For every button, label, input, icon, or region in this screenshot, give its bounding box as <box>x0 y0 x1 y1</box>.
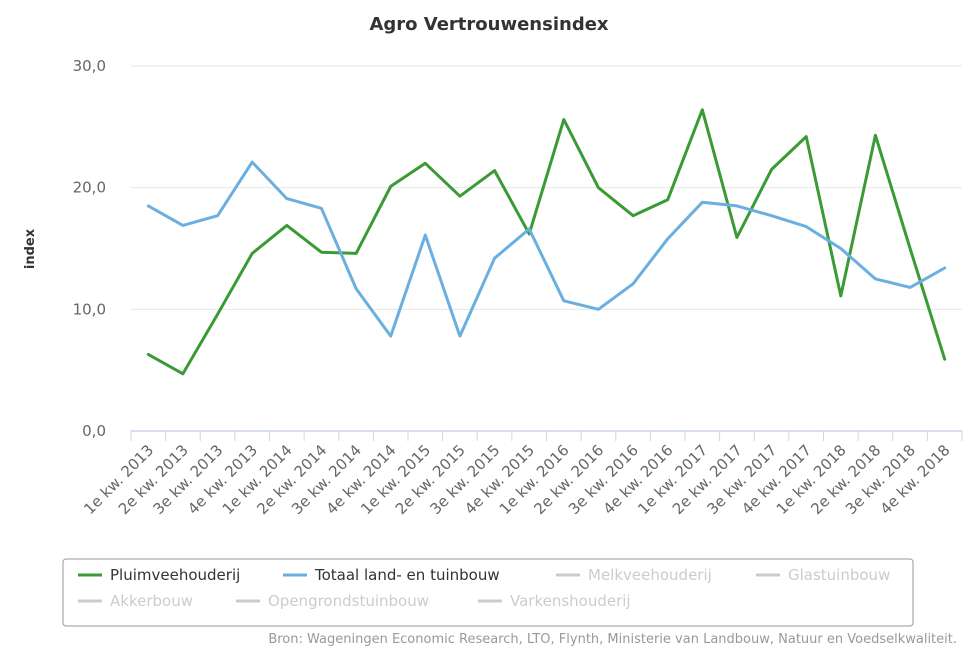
legend-label: Akkerbouw <box>110 592 193 610</box>
chart-title: Agro Vertrouwensindex <box>369 14 608 35</box>
legend-label: Glastuinbouw <box>788 566 890 584</box>
legend-box <box>62 558 914 627</box>
legend-item[interactable]: Melkveehouderij <box>556 566 712 584</box>
y-tick-label: 20,0 <box>73 179 106 197</box>
legend-item[interactable]: Glastuinbouw <box>756 566 890 584</box>
legend-label: Varkenshouderij <box>510 592 631 610</box>
y-tick-label: 0,0 <box>82 422 106 440</box>
y-tick-label: 10,0 <box>73 300 106 318</box>
series-line-pluimveehouderij[interactable] <box>146 108 947 376</box>
source-credit: Bron: Wageningen Economic Research, LTO,… <box>268 632 957 647</box>
legend-item[interactable]: Varkenshouderij <box>478 592 631 610</box>
y-axis-ticks: 0,0 10,0 20,0 30,0 <box>73 57 106 440</box>
legend-item[interactable]: Pluimveehouderij <box>78 566 240 584</box>
legend-item[interactable]: Opengrondstuinbouw <box>236 592 429 610</box>
legend-label: Melkveehouderij <box>588 566 712 584</box>
legend-label: Opengrondstuinbouw <box>268 592 429 610</box>
legend-label: Totaal land- en tuinbouw <box>314 566 500 584</box>
legend[interactable]: Pluimveehouderij Totaal land- en tuinbouw… <box>78 566 890 610</box>
legend-item[interactable]: Akkerbouw <box>78 592 193 610</box>
y-tick-label: 30,0 <box>73 57 106 75</box>
series-lines[interactable] <box>146 108 947 376</box>
legend-item[interactable]: Totaal land- en tuinbouw <box>283 566 500 584</box>
series-line-totaal-land-en-tuinbouw[interactable] <box>146 160 947 338</box>
gridlines <box>131 65 962 310</box>
y-axis-label: index <box>23 228 38 269</box>
legend-label: Pluimveehouderij <box>110 566 240 584</box>
